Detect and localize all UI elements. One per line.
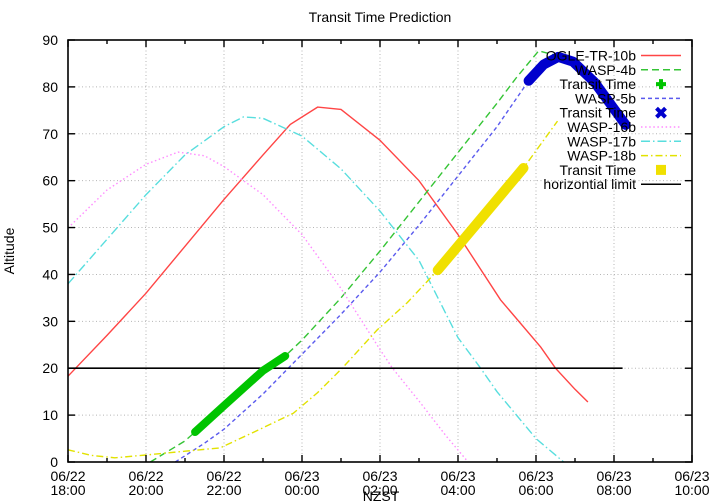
x-tick-label-date: 06/23 — [284, 468, 319, 484]
legend-label-transit-time: Transit Time — [560, 76, 637, 92]
legend-label-transit-time: Transit Time — [560, 105, 637, 121]
x-tick-label-time: 00:00 — [284, 482, 319, 498]
x-tick-label-time: 04:00 — [440, 482, 475, 498]
series-wasp-4b — [149, 50, 580, 463]
y-tick-label: 30 — [42, 313, 58, 329]
x-tick-label-time: 20:00 — [128, 482, 163, 498]
x-tick-label-time: 18:00 — [50, 482, 85, 498]
y-tick-label: 60 — [42, 173, 58, 189]
legend-plus-marker-icon — [656, 79, 666, 90]
x-tick-label-time: 02:00 — [362, 482, 397, 498]
legend-label-horizontial-limit: horizontial limit — [543, 176, 636, 192]
x-tick-label-date: 06/23 — [440, 468, 475, 484]
transit-segment-wasp-18b-transit-time — [432, 163, 529, 276]
y-tick-label: 0 — [50, 454, 58, 470]
legend-label-ogle-tr-10b: OGLE-TR-10b — [546, 48, 636, 64]
y-axis-label: Altitude — [1, 227, 17, 274]
chart-title: Transit Time Prediction — [309, 9, 452, 25]
x-tick-label-date: 06/22 — [128, 468, 163, 484]
legend-label-transit-time: Transit Time — [560, 162, 637, 178]
series-wasp-17b — [67, 116, 565, 463]
legend-label-wasp-18b: WASP-18b — [567, 148, 636, 164]
x-tick-label-date: 06/22 — [206, 468, 241, 484]
x-tick-label-time: 08:00 — [596, 482, 631, 498]
legend-label-wasp-5b: WASP-5b — [575, 90, 636, 106]
legend-x-marker-icon — [655, 106, 667, 119]
legend-label-wasp-17b: WASP-17b — [567, 133, 636, 149]
y-tick-label: 10 — [42, 407, 58, 423]
legend-label-wasp-4b: WASP-4b — [575, 62, 636, 78]
series-ogle-tr-10b — [67, 106, 589, 403]
y-tick-label: 70 — [42, 126, 58, 142]
transit-segment-wasp-5b-transit-time — [523, 51, 631, 130]
x-axis-label: NZST — [363, 488, 400, 504]
series-wasp-18b — [67, 120, 559, 459]
x-tick-label-date: 06/22 — [50, 468, 85, 484]
y-tick-label: 40 — [42, 266, 58, 282]
y-tick-label: 20 — [42, 360, 58, 376]
legend-label-wasp-16b: WASP-16b — [567, 119, 636, 135]
y-tick-label: 90 — [42, 32, 58, 48]
y-tick-label: 80 — [42, 79, 58, 95]
x-tick-label-date: 06/23 — [518, 468, 553, 484]
x-tick-label-time: 06:00 — [518, 482, 553, 498]
y-tick-label: 50 — [42, 220, 58, 236]
x-tick-label-date: 06/23 — [674, 468, 709, 484]
transit-segment-wasp-4b-transit-time — [191, 352, 290, 436]
x-tick-label-time: 10:00 — [674, 482, 709, 498]
x-tick-label-date: 06/23 — [362, 468, 397, 484]
series-wasp-16b — [67, 151, 469, 463]
x-tick-label-date: 06/23 — [596, 468, 631, 484]
legend-square-marker-icon — [656, 164, 666, 175]
x-tick-label-time: 22:00 — [206, 482, 241, 498]
